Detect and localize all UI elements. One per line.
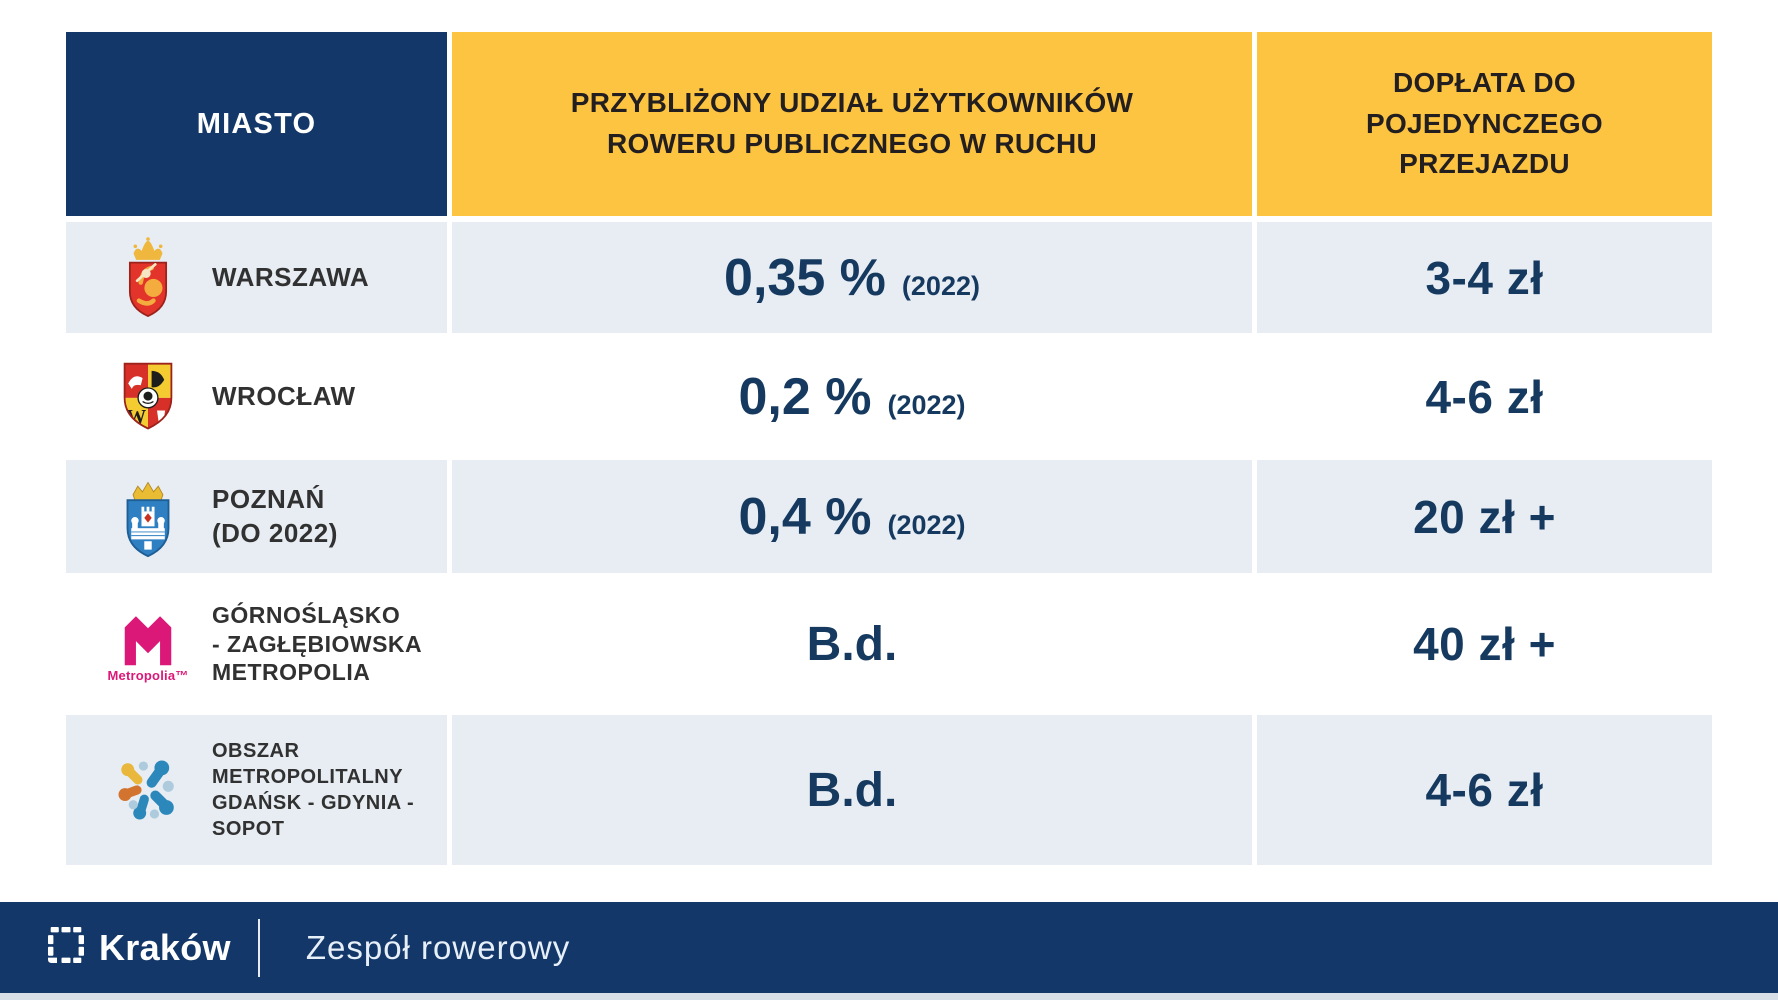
fee-cell: 4-6 zł	[1257, 715, 1712, 865]
city-label: OBSZAR METROPOLITALNY GDAŃSK - GDYNIA - S…	[212, 740, 415, 840]
column-header-share: PRZYBLIŻONY UDZIAŁ UŻYTKOWNIKÓW ROWERU P…	[452, 32, 1252, 216]
column-header-miasto: MIASTO	[66, 32, 447, 216]
city-cell: Metropolia™ GÓRNOŚLĄSKO - ZAGŁĘBIOWSKA MET…	[66, 576, 447, 712]
share-value: 0,2 %	[738, 367, 872, 426]
fee-cell: 4-6 zł	[1257, 336, 1712, 457]
share-value: 0,35 %	[724, 248, 886, 307]
share-cell: 0,35 % (2022)	[452, 222, 1252, 333]
krakow-logo-icon	[48, 927, 84, 968]
table-header-row: MIASTO PRZYBLIŻONY UDZIAŁ UŻYTKOWNIKÓW R…	[66, 32, 1712, 216]
city-cell: WARSZAWA	[66, 222, 447, 333]
city-cell: POZNAŃ (DO 2022)	[66, 460, 447, 573]
share-value: 0,4 %	[738, 487, 872, 546]
footer-brand: Kraków	[99, 926, 231, 968]
gzm-caption: Metropolia™	[107, 668, 189, 683]
table-row: Metropolia™ GÓRNOŚLĄSKO - ZAGŁĘBIOWSKA MET…	[66, 576, 1712, 712]
fee-value: 4-6 zł	[1425, 764, 1544, 816]
table-row: OBSZAR METROPOLITALNY GDAŃSK - GDYNIA - S…	[66, 715, 1712, 865]
fee-value: 3-4 zł	[1425, 251, 1544, 304]
share-value: B.d.	[806, 617, 898, 671]
poznan-crest-icon	[100, 476, 196, 558]
footer-divider	[257, 918, 260, 977]
table-row: WARSZAWA 0,35 % (2022) 3-4 zł	[66, 222, 1712, 333]
city-cell: OBSZAR METROPOLITALNY GDAŃSK - GDYNIA - S…	[66, 715, 447, 865]
share-cell: 0,2 % (2022)	[452, 336, 1252, 457]
wroclaw-crest-icon: W	[100, 361, 196, 433]
fee-value: 20 zł +	[1413, 490, 1556, 543]
fee-value: 4-6 zł	[1425, 370, 1544, 423]
bottom-strip	[0, 993, 1778, 1000]
warszawa-crest-icon	[100, 235, 196, 321]
share-cell: 0,4 % (2022)	[452, 460, 1252, 573]
svg-text:W: W	[126, 406, 146, 428]
share-cell: B.d.	[452, 576, 1252, 712]
share-cell: B.d.	[452, 715, 1252, 865]
share-note: (2022)	[887, 390, 966, 420]
fee-cell: 20 zł +	[1257, 460, 1712, 573]
city-label: POZNAŃ (DO 2022)	[212, 483, 338, 548]
table-row: POZNAŃ (DO 2022) 0,4 % (2022) 20 zł +	[66, 460, 1712, 573]
fee-value: 40 zł +	[1413, 618, 1556, 670]
table-row: W WROCŁAW 0,2 % (2022) 4-6 zł	[66, 336, 1712, 457]
comparison-table: MIASTO PRZYBLIŻONY UDZIAŁ UŻYTKOWNIKÓW R…	[66, 32, 1712, 868]
share-value: B.d.	[806, 763, 898, 817]
city-cell: W WROCŁAW	[66, 336, 447, 457]
fee-cell: 40 zł +	[1257, 576, 1712, 712]
footer-bar: Kraków Zespół rowerowy	[0, 902, 1778, 993]
fee-cell: 3-4 zł	[1257, 222, 1712, 333]
gzm-logo-icon: Metropolia™	[100, 605, 196, 683]
table-body: WARSZAWA 0,35 % (2022) 3-4 zł W WROCŁAW	[66, 222, 1712, 865]
share-note: (2022)	[887, 510, 966, 540]
footer-team: Zespół rowerowy	[305, 928, 571, 966]
omggs-logo-icon	[100, 755, 196, 825]
city-label: WROCŁAW	[212, 380, 356, 411]
share-note: (2022)	[901, 271, 980, 301]
city-label: GÓRNOŚLĄSKO - ZAGŁĘBIOWSKA METROPOLIA	[212, 601, 423, 686]
column-header-fee: DOPŁATA DO POJEDYNCZEGO PRZEJAZDU	[1257, 32, 1712, 216]
city-label: WARSZAWA	[212, 261, 370, 292]
